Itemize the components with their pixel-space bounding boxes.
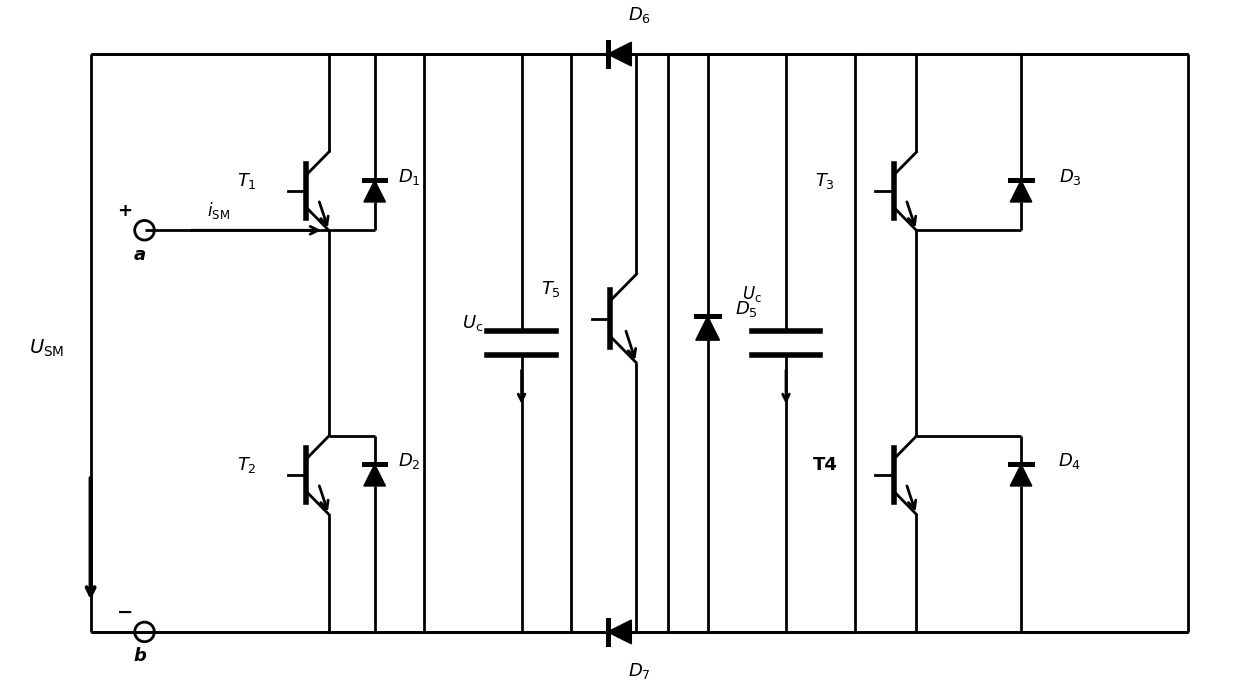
- Polygon shape: [1010, 180, 1032, 202]
- Polygon shape: [364, 180, 385, 202]
- Polygon shape: [607, 43, 632, 66]
- Text: $U_{\rm SM}$: $U_{\rm SM}$: [28, 338, 64, 359]
- Text: $T_2$: $T_2$: [238, 456, 258, 475]
- Text: $D_7$: $D_7$: [628, 661, 650, 681]
- Text: b: b: [133, 648, 146, 665]
- Text: $D_3$: $D_3$: [1058, 167, 1082, 187]
- Text: $T_3$: $T_3$: [815, 172, 835, 191]
- Text: $D_1$: $D_1$: [398, 167, 420, 187]
- Text: a: a: [134, 246, 146, 263]
- Text: $T_1$: $T_1$: [238, 172, 258, 191]
- Text: −: −: [116, 603, 133, 622]
- Text: $i_{\rm SM}$: $i_{\rm SM}$: [207, 200, 229, 221]
- Polygon shape: [1010, 464, 1032, 486]
- Polygon shape: [364, 464, 385, 486]
- Text: T4: T4: [813, 456, 838, 475]
- Text: $U_{\rm c}$: $U_{\rm c}$: [462, 314, 483, 333]
- Text: $D_2$: $D_2$: [398, 451, 420, 471]
- Text: $D_4$: $D_4$: [1058, 451, 1082, 471]
- Text: $D_6$: $D_6$: [628, 5, 650, 25]
- Polygon shape: [607, 620, 632, 643]
- Polygon shape: [696, 316, 720, 340]
- Text: $T_5$: $T_5$: [541, 279, 561, 299]
- Text: $U_{\rm c}$: $U_{\rm c}$: [742, 284, 762, 304]
- Text: +: +: [118, 202, 133, 220]
- Text: $D_5$: $D_5$: [736, 298, 758, 319]
